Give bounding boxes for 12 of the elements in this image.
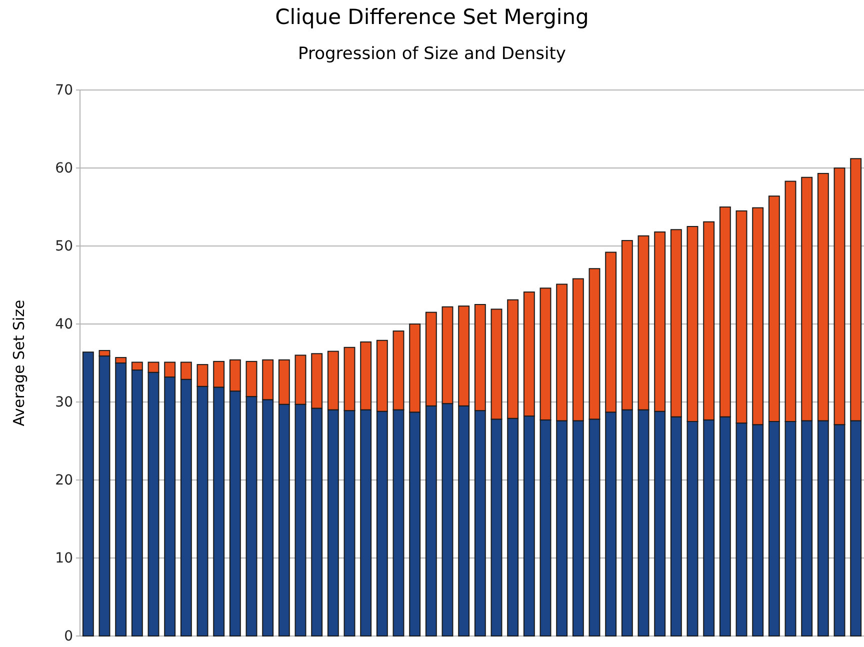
bar	[82, 352, 94, 636]
y-tick-label: 70	[55, 82, 73, 98]
y-tick-label: 10	[55, 550, 73, 566]
y-tick-label: 0	[64, 628, 73, 644]
y-tick-label: 30	[55, 394, 73, 410]
chart-subtitle: Progression of Size and Density	[298, 44, 566, 64]
chart-title: Clique Difference Set Merging	[275, 5, 589, 29]
y-tick-label: 60	[55, 160, 73, 176]
y-axis-title: Average Set Size	[10, 300, 28, 426]
y-tick-label: 50	[55, 238, 73, 254]
y-tick-label: 20	[55, 472, 73, 488]
y-tick-label: 40	[55, 316, 73, 332]
